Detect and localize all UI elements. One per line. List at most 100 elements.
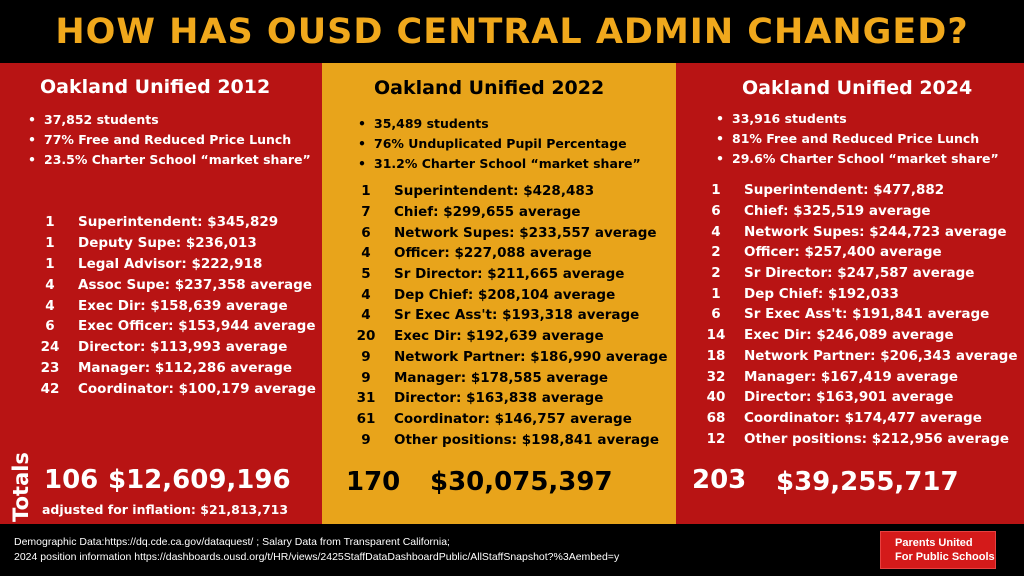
position-count: 6	[45, 318, 55, 335]
position-count: 6	[361, 224, 371, 241]
position-count: 32	[706, 368, 726, 385]
position-row: 42 Coordinator: $100,179 average	[34, 378, 316, 399]
position-row: 4 Sr Exec Ass't: $193,318 average	[350, 305, 668, 326]
position-row: 7 Chief: $299,655 average	[350, 202, 668, 223]
position-count: 31	[356, 390, 376, 407]
position-row: 2 Sr Director: $247,587 average	[700, 263, 1018, 284]
position-count: 2	[711, 265, 721, 282]
position-text: Other positions: $198,841 average	[394, 431, 659, 448]
position-text: Exec Dir: $246,089 average	[744, 327, 954, 344]
position-count: 1	[711, 285, 721, 302]
stat-item: 33,916 students	[716, 109, 999, 129]
position-row: 32 Manager: $167,419 average	[700, 366, 1018, 387]
position-text: Superintendent: $477,882	[744, 182, 945, 199]
column-2024: Oakland Unified 2024 33,916 students 81%…	[676, 63, 1024, 524]
position-text: Sr Exec Ass't: $193,318 average	[394, 307, 640, 324]
position-count: 1	[711, 182, 721, 199]
position-text: Manager: $112,286 average	[78, 359, 293, 376]
position-text: Network Partner: $186,990 average	[394, 348, 668, 365]
position-row: 68 Coordinator: $174,477 average	[700, 408, 1018, 429]
totals-label: Totals	[9, 452, 33, 522]
stat-item: 37,852 students	[28, 110, 311, 130]
position-row: 23 Manager: $112,286 average	[34, 358, 316, 379]
position-row: 6 Sr Exec Ass't: $191,841 average	[700, 304, 1018, 325]
position-row: 14 Exec Dir: $246,089 average	[700, 325, 1018, 346]
stats-list-2022: 35,489 students 76% Unduplicated Pupil P…	[358, 114, 641, 174]
position-count: 5	[361, 266, 371, 283]
stat-item: 76% Unduplicated Pupil Percentage	[358, 134, 641, 154]
position-row: 1 Superintendent: $428,483	[350, 181, 668, 202]
logo-line: Parents United	[895, 537, 973, 549]
position-row: 12 Other positions: $212,956 average	[700, 428, 1018, 449]
position-row: 1 Superintendent: $477,882	[700, 180, 1018, 201]
position-count: 1	[45, 214, 55, 231]
footer-bar: Demographic Data:https://dq.cde.ca.gov/d…	[0, 524, 1024, 576]
position-count: 61	[356, 410, 376, 427]
position-text: Coordinator: $174,477 average	[744, 409, 982, 426]
total-count-2024: 203	[692, 465, 747, 495]
position-row: 4 Officer: $227,088 average	[350, 243, 668, 264]
position-count: 12	[706, 430, 726, 447]
position-text: Sr Director: $211,665 average	[394, 266, 625, 283]
position-text: Director: $163,838 average	[394, 390, 604, 407]
position-count: 9	[361, 348, 371, 365]
position-text: Network Supes: $233,557 average	[394, 224, 657, 241]
stats-list-2024: 33,916 students 81% Free and Reduced Pri…	[716, 109, 999, 169]
position-text: Dep Chief: $208,104 average	[394, 286, 616, 303]
position-count: 1	[45, 255, 55, 272]
position-text: Manager: $167,419 average	[744, 368, 959, 385]
position-text: Officer: $227,088 average	[394, 245, 592, 262]
position-row: 24 Director: $113,993 average	[34, 337, 316, 358]
position-text: Exec Dir: $158,639 average	[78, 297, 288, 314]
stat-item: 35,489 students	[358, 114, 641, 134]
position-row: 2 Officer: $257,400 average	[700, 242, 1018, 263]
position-count: 1	[45, 235, 55, 252]
position-row: 18 Network Partner: $206,343 average	[700, 346, 1018, 367]
position-text: Network Supes: $244,723 average	[744, 223, 1007, 240]
position-row: 40 Director: $163,901 average	[700, 387, 1018, 408]
position-row: 1 Superintendent: $345,829	[34, 212, 316, 233]
position-count: 1	[361, 183, 371, 200]
position-text: Sr Director: $247,587 average	[744, 265, 975, 282]
position-count: 9	[361, 431, 371, 448]
stat-item: 81% Free and Reduced Price Lunch	[716, 129, 999, 149]
parents-united-logo: Parents United For Public Schools	[880, 531, 996, 569]
position-text: Sr Exec Ass't: $191,841 average	[744, 306, 990, 323]
position-count: 18	[706, 347, 726, 364]
stats-list-2012: 37,852 students 77% Free and Reduced Pri…	[28, 110, 311, 170]
position-count: 4	[361, 307, 371, 324]
total-count-2012: 106	[44, 465, 99, 495]
source-citation: Demographic Data:https://dq.cde.ca.gov/d…	[14, 535, 619, 565]
position-text: Dep Chief: $192,033	[744, 285, 899, 302]
position-text: Other positions: $212,956 average	[744, 430, 1009, 447]
column-title-2024: Oakland Unified 2024	[742, 77, 973, 99]
page-title: HOW HAS OUSD CENTRAL ADMIN CHANGED?	[55, 11, 969, 52]
position-row: 6 Exec Officer: $153,944 average	[34, 316, 316, 337]
position-count: 42	[40, 380, 60, 397]
position-row: 1 Dep Chief: $192,033	[700, 283, 1018, 304]
logo-line: For Public Schools	[895, 551, 995, 563]
position-row: 4 Exec Dir: $158,639 average	[34, 295, 316, 316]
position-count: 9	[361, 369, 371, 386]
position-row: 9 Manager: $178,585 average	[350, 367, 668, 388]
position-row: 4 Assoc Supe: $237,358 average	[34, 274, 316, 295]
position-count: 4	[45, 297, 55, 314]
source-line: 2024 position information https://dashbo…	[14, 551, 620, 563]
position-row: 1 Legal Advisor: $222,918	[34, 254, 316, 275]
stat-item: 23.5% Charter School “market share”	[28, 150, 311, 170]
total-count-2022: 170	[346, 467, 401, 497]
position-row: 4 Network Supes: $244,723 average	[700, 221, 1018, 242]
position-text: Exec Officer: $153,944 average	[78, 318, 316, 335]
position-text: Chief: $325,519 average	[744, 203, 931, 220]
position-row: 31 Director: $163,838 average	[350, 388, 668, 409]
position-text: Superintendent: $428,483	[394, 183, 595, 200]
position-row: 9 Other positions: $198,841 average	[350, 429, 668, 450]
total-sum-2022: $30,075,397	[430, 467, 613, 497]
position-text: Coordinator: $100,179 average	[78, 380, 316, 397]
column-title-2022: Oakland Unified 2022	[374, 77, 605, 99]
position-count: 20	[356, 328, 376, 345]
position-text: Network Partner: $206,343 average	[744, 347, 1018, 364]
position-row: 9 Network Partner: $186,990 average	[350, 347, 668, 368]
position-row: 6 Chief: $325,519 average	[700, 201, 1018, 222]
position-text: Assoc Supe: $237,358 average	[78, 276, 312, 293]
